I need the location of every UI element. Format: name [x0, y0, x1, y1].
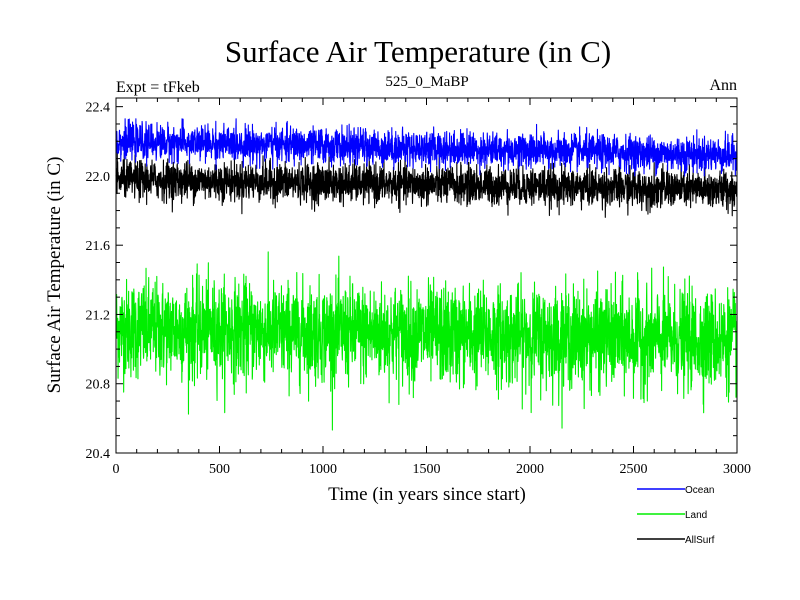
x-tick-label: 2000: [516, 462, 544, 477]
x-tick-label: 500: [209, 462, 230, 477]
x-tick-label: 3000: [723, 462, 751, 477]
chart-title: Surface Air Temperature (in C): [225, 34, 611, 69]
x-tick-label: 1000: [309, 462, 337, 477]
series-line-land: [115, 251, 738, 431]
x-axis-label: Time (in years since start): [328, 484, 526, 505]
y-tick-label: 20.4: [86, 447, 111, 462]
y-tick-label: 20.8: [86, 378, 111, 393]
x-tick-label: 2500: [620, 462, 648, 477]
subtitle-left: Expt = tFkeb: [116, 79, 200, 96]
subtitle-right: Ann: [709, 77, 737, 94]
x-tick-label: 1500: [413, 462, 441, 477]
y-axis: 20.4 20.8 21.2 21.6 22.0 22.4: [86, 101, 737, 462]
y-tick-label: 21.6: [86, 239, 111, 254]
series-line-allsurf: [115, 151, 738, 218]
legend: Ocean Land AllSurf: [637, 485, 715, 546]
y-tick-label: 22.4: [86, 101, 111, 116]
subtitle-center: 525_0_MaBP: [385, 74, 468, 90]
legend-label-ocean: Ocean: [685, 485, 714, 496]
x-tick-label: 0: [113, 462, 120, 477]
series-layer: [115, 118, 738, 431]
y-axis-label: Surface Air Temperature (in C): [44, 157, 65, 394]
series-line-ocean: [115, 118, 738, 177]
x-axis: 0 500 1000 1500 2000 2500 3000: [113, 98, 751, 477]
legend-label-allsurf: AllSurf: [685, 535, 715, 546]
y-tick-label: 22.0: [86, 170, 111, 185]
legend-label-land: Land: [685, 510, 707, 521]
y-tick-label: 21.2: [86, 308, 111, 323]
